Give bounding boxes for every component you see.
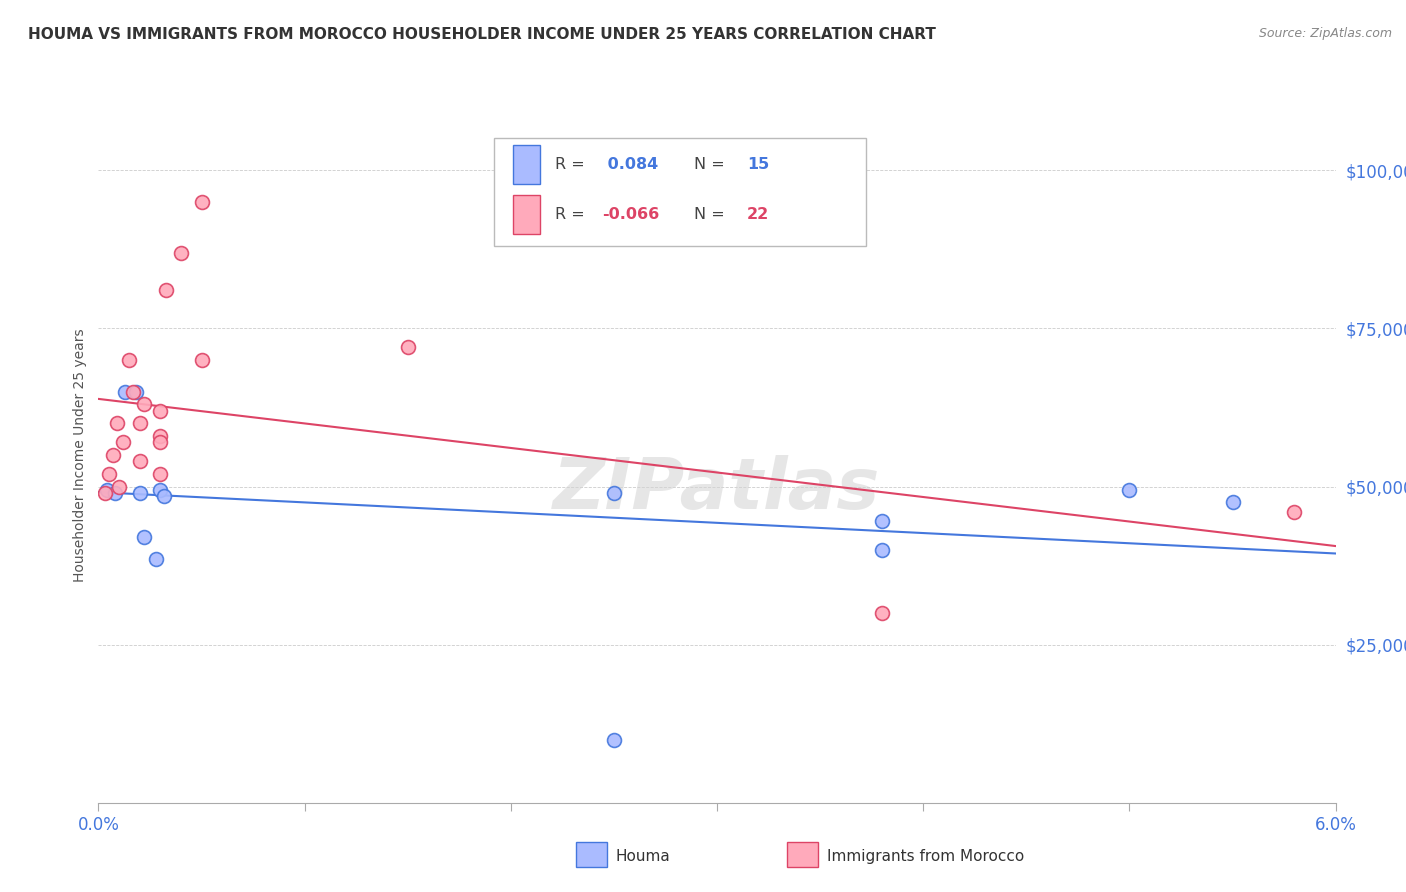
Point <box>870 606 893 620</box>
Point <box>170 245 193 260</box>
Text: HOUMA VS IMMIGRANTS FROM MOROCCO HOUSEHOLDER INCOME UNDER 25 YEARS CORRELATION C: HOUMA VS IMMIGRANTS FROM MOROCCO HOUSEHO… <box>28 27 936 42</box>
Point <box>132 397 155 411</box>
Point <box>112 435 135 450</box>
Point <box>870 542 893 557</box>
Text: ZIPatlas: ZIPatlas <box>554 455 880 524</box>
Y-axis label: Householder Income Under 25 years: Householder Income Under 25 years <box>73 328 87 582</box>
Point <box>1118 483 1140 497</box>
Point <box>870 514 893 528</box>
Text: 22: 22 <box>747 207 769 222</box>
Text: Immigrants from Morocco: Immigrants from Morocco <box>827 849 1024 863</box>
Text: Source: ZipAtlas.com: Source: ZipAtlas.com <box>1258 27 1392 40</box>
Point <box>153 489 176 503</box>
Text: N =: N = <box>693 157 730 172</box>
Point <box>1284 505 1306 519</box>
Text: R =: R = <box>555 207 591 222</box>
Point <box>155 284 177 298</box>
FancyBboxPatch shape <box>513 195 540 234</box>
Point <box>118 353 141 368</box>
Point <box>190 194 212 209</box>
Point <box>122 384 145 399</box>
Text: Houma: Houma <box>616 849 671 863</box>
FancyBboxPatch shape <box>495 138 866 246</box>
Text: -0.066: -0.066 <box>602 207 659 222</box>
Point <box>96 483 118 497</box>
Point <box>128 486 150 500</box>
Point <box>108 479 131 493</box>
Text: 15: 15 <box>747 157 769 172</box>
Point <box>114 384 136 399</box>
Point <box>105 417 128 431</box>
Point <box>149 403 172 417</box>
Text: N =: N = <box>693 207 730 222</box>
Point <box>149 435 172 450</box>
Point <box>149 483 172 497</box>
Point <box>132 530 155 544</box>
Point <box>603 732 626 747</box>
Point <box>190 353 212 368</box>
Point <box>603 486 626 500</box>
Point <box>124 384 146 399</box>
Point <box>97 467 120 481</box>
Point <box>1222 495 1244 509</box>
Text: R =: R = <box>555 157 591 172</box>
Point <box>128 454 150 468</box>
Text: 0.084: 0.084 <box>602 157 658 172</box>
Point <box>104 486 127 500</box>
FancyBboxPatch shape <box>513 145 540 184</box>
Point <box>101 448 124 462</box>
Point <box>149 467 172 481</box>
Point <box>396 340 419 354</box>
Point <box>149 429 172 443</box>
Point <box>93 486 115 500</box>
Point <box>145 552 167 566</box>
Point <box>128 417 150 431</box>
